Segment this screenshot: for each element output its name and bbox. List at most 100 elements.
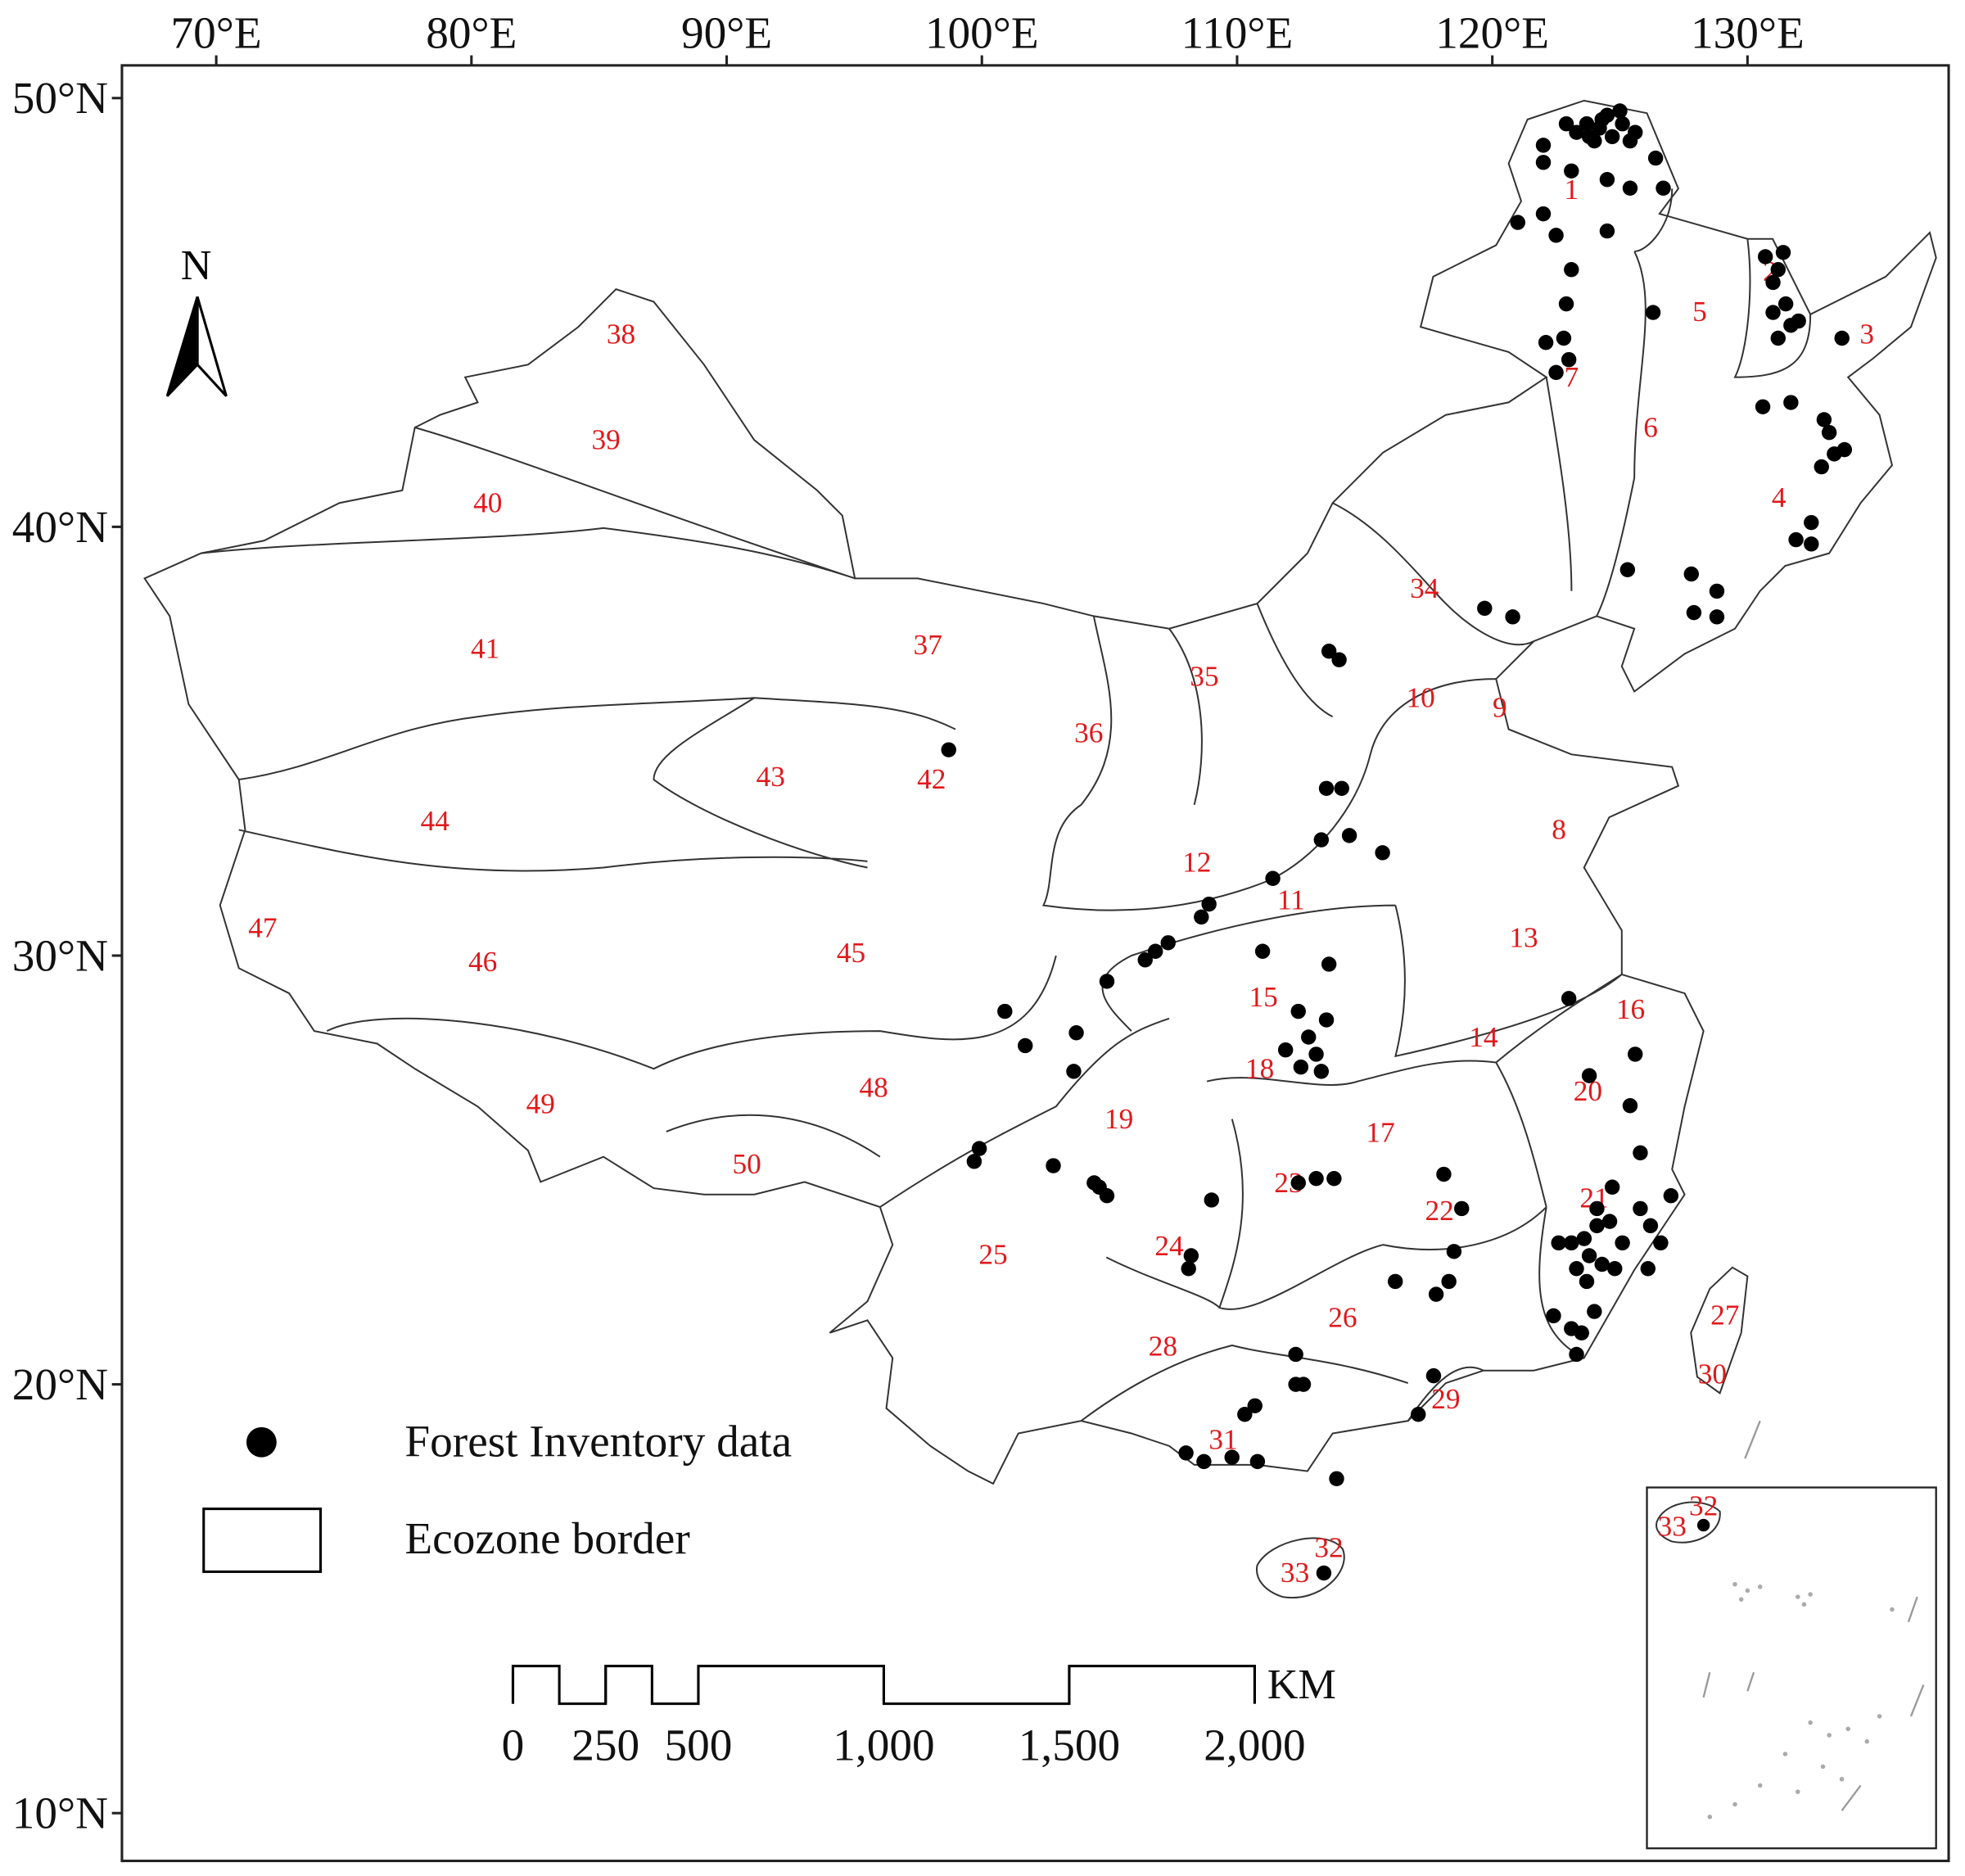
inventory-point (1329, 1471, 1344, 1487)
inventory-point (1569, 124, 1584, 140)
inventory-point (1569, 1346, 1584, 1363)
inventory-point (1425, 1367, 1442, 1384)
lon-tick-label: 110°E (1181, 7, 1294, 57)
zone-label: 10 (1406, 681, 1434, 713)
inventory-point (1615, 115, 1630, 132)
zone-label: 19 (1104, 1103, 1133, 1135)
lat-tick-label: 50°N (12, 73, 108, 123)
inventory-point (1589, 1200, 1605, 1217)
scale-bar: KM 0 250 500 1,000 1,500 2,000 (502, 1661, 1336, 1770)
inventory-point (1783, 395, 1799, 410)
scale-tick-label: 0 (502, 1720, 525, 1770)
lon-tick-label: 90°E (681, 7, 772, 57)
inventory-point (966, 1154, 982, 1169)
inventory-point (1656, 180, 1671, 196)
zone-label: 29 (1431, 1383, 1460, 1415)
lat-tick-label: 30°N (12, 930, 108, 980)
inventory-point (1816, 412, 1832, 427)
inventory-points (941, 103, 1853, 1581)
inventory-point (1556, 330, 1572, 346)
legend-label: Ecozone border (404, 1513, 689, 1563)
zone-label: 11 (1277, 884, 1305, 916)
zone-label: 39 (591, 424, 620, 456)
inventory-point (1601, 1214, 1618, 1229)
inventory-point (1604, 1179, 1620, 1195)
zone-label: 28 (1149, 1331, 1177, 1363)
inventory-point (1535, 138, 1552, 153)
zone-label: 38 (607, 319, 635, 350)
inset-reef (1702, 1420, 1925, 1811)
inventory-point (1548, 364, 1564, 381)
inset-island (1656, 1501, 1721, 1544)
lon-tick-label: 120°E (1435, 7, 1549, 57)
inventory-point (1615, 1235, 1630, 1251)
zone-label: 33 (1281, 1557, 1309, 1589)
inventory-point (1535, 206, 1552, 222)
lon-tick-label: 80°E (426, 7, 517, 57)
inventory-point (1288, 1346, 1303, 1363)
inventory-point (1086, 1175, 1102, 1191)
inventory-point (1428, 1286, 1444, 1302)
inventory-point (1551, 1235, 1566, 1251)
inventory-point (1137, 952, 1153, 968)
inventory-point (1834, 330, 1850, 346)
inset-point (1696, 1518, 1710, 1532)
scale-tick-label: 2,000 (1204, 1720, 1305, 1770)
inventory-point (1804, 536, 1819, 552)
inventory-point (1326, 1171, 1342, 1187)
zone-label: 15 (1249, 981, 1278, 1013)
zone-label: 47 (248, 911, 277, 943)
inventory-point (941, 742, 956, 757)
inventory-point (1814, 459, 1829, 475)
zone-label: 6 (1643, 411, 1658, 443)
inventory-point (1318, 1012, 1335, 1028)
inventory-point (1627, 1046, 1643, 1062)
legend: Forest Inventory data Ecozone border (202, 1417, 792, 1573)
inventory-point (1581, 1248, 1597, 1263)
inventory-point (1564, 163, 1579, 179)
lon-tick-label: 70°E (171, 7, 262, 57)
inset: 32 33 (1646, 1420, 1937, 1850)
inventory-point (1561, 351, 1577, 368)
inventory-point (1592, 120, 1607, 136)
inventory-point (1548, 228, 1564, 243)
inventory-point (1622, 133, 1638, 149)
inventory-point (1201, 896, 1217, 912)
zone-label: 4 (1772, 481, 1787, 513)
inventory-point (1196, 1453, 1212, 1470)
inventory-point (1804, 514, 1819, 531)
inventory-point (1581, 129, 1597, 145)
inventory-point (971, 1141, 987, 1156)
inventory-point (1765, 274, 1781, 291)
zone-label: 16 (1616, 993, 1645, 1025)
inventory-point (1558, 296, 1574, 312)
inventory-point (1411, 1407, 1426, 1422)
zone-label: 8 (1552, 814, 1566, 846)
inventory-point (1663, 1188, 1679, 1204)
zone-label: 35 (1190, 660, 1218, 692)
zone-label: 9 (1493, 692, 1507, 724)
zone-label: 3 (1859, 319, 1874, 350)
zone-label: 12 (1182, 847, 1211, 879)
inventory-point (1775, 245, 1791, 260)
inventory-point (1313, 1064, 1330, 1079)
inventory-point (1765, 305, 1781, 320)
inset-label: 33 (1658, 1510, 1687, 1542)
inventory-point (1640, 1261, 1656, 1277)
inventory-point (1477, 600, 1493, 617)
inventory-point (1574, 1325, 1589, 1340)
zone-label: 7 (1565, 361, 1579, 393)
inventory-point (1183, 1248, 1199, 1263)
inventory-point (1068, 1025, 1084, 1041)
inventory-point (1265, 870, 1281, 886)
zone-label: 48 (860, 1071, 888, 1103)
inner-border (201, 188, 1812, 1422)
lat-tick-label: 10°N (12, 1788, 108, 1838)
inventory-point (1579, 1273, 1595, 1290)
inventory-point (1647, 150, 1664, 166)
inventory-point (1619, 562, 1636, 577)
legend-label: Forest Inventory data (404, 1417, 792, 1467)
zone-label: 42 (917, 763, 946, 795)
